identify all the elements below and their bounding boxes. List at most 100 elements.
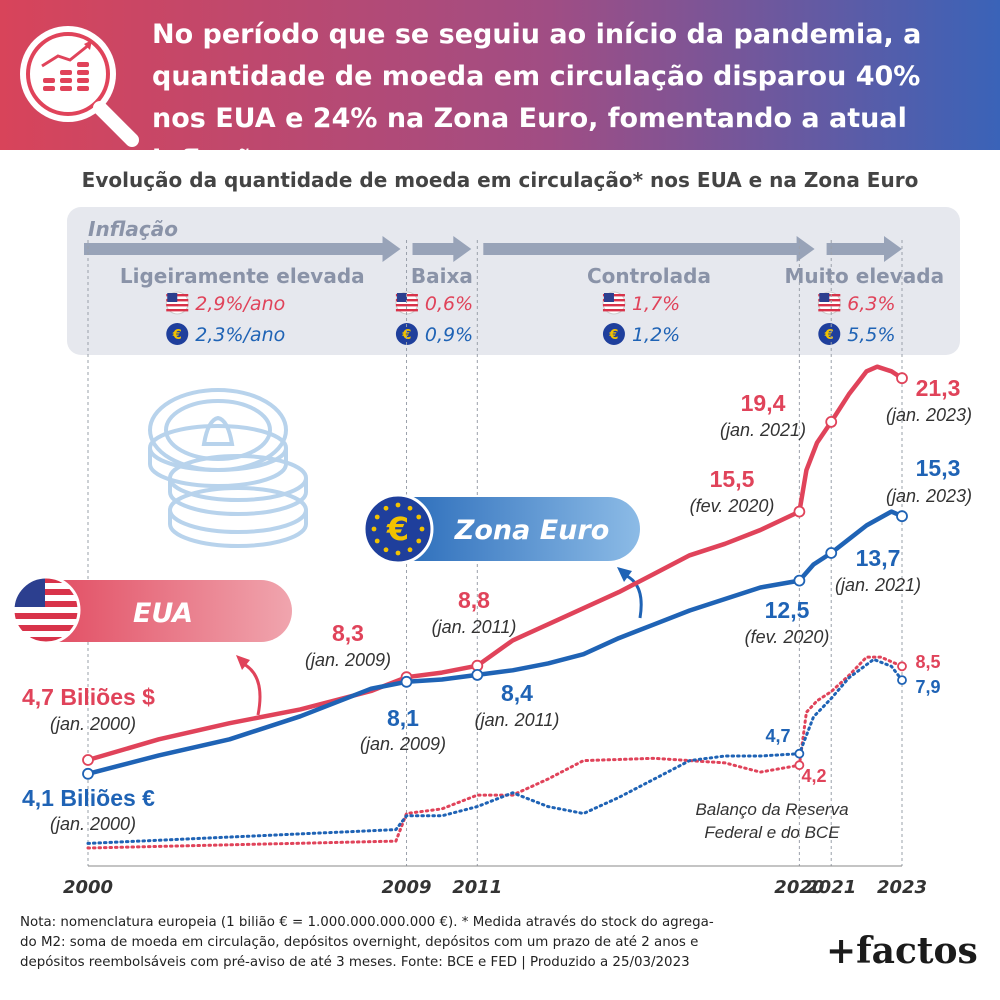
inflation-phase-4 <box>826 236 902 262</box>
eu-2009-value: 8,1 <box>387 705 419 731</box>
data-point-marker <box>897 661 907 672</box>
us-2009-date: (jan. 2009) <box>305 650 391 670</box>
legend-us: EUA <box>11 575 292 645</box>
phase-us-rate: 6,3% <box>847 293 895 315</box>
legend-eu: € Zona Euro <box>362 493 640 565</box>
svg-text:€: € <box>172 328 182 343</box>
phase-eu-rate: 0,9% <box>425 324 473 346</box>
series-line-2 <box>87 509 903 776</box>
balance-us-2020-value: 4,2 <box>801 766 826 786</box>
us-2023-value: 21,3 <box>916 375 961 401</box>
series-line-3 <box>86 655 904 850</box>
us-2020-value: 15,5 <box>710 466 755 492</box>
inflation-phase-1-text: Ligeiramente elevada €2,9%/ano 2,3%/ano <box>120 264 365 346</box>
coins-icon <box>148 388 308 548</box>
phase-us-rate: 0,6% <box>425 293 473 315</box>
footnote-line-2: do M2: soma de moeda em circulação, depó… <box>20 935 699 950</box>
svg-text:€: € <box>824 328 834 343</box>
us-flag-icon <box>817 291 841 315</box>
data-point-marker <box>82 767 94 780</box>
data-point-marker <box>793 505 806 518</box>
inflation-phase-4-text: Muito elevada €6,3% 5,5% <box>785 264 945 346</box>
us-start-date: (jan. 2000) <box>50 714 136 734</box>
inflation-phase-2 <box>412 236 472 262</box>
eu-2009-date: (jan. 2009) <box>360 734 446 754</box>
us-2023-date: (jan. 2023) <box>886 405 972 425</box>
balance-eu-2023-value: 7,9 <box>915 677 940 697</box>
data-point-marker <box>471 669 484 681</box>
x-tick-label: 2020 <box>774 877 824 898</box>
phase-eu-rate: 2,3%/ano <box>195 324 285 346</box>
inflation-phase-3 <box>483 236 815 262</box>
data-point-marker <box>794 748 805 759</box>
eu-2020-date: (fev. 2020) <box>745 627 830 647</box>
data-point-marker <box>825 547 838 559</box>
us-pointer-arrow <box>241 661 262 716</box>
eu-2011-value: 8,4 <box>501 680 533 706</box>
balance-label-line1: Balanço da Reserva <box>695 800 848 819</box>
us-2020-date: (fev. 2020) <box>690 496 775 516</box>
x-tick-label: 2009 <box>381 877 431 898</box>
footnote-line-3: depósitos reembolsáveis com pré-aviso de… <box>20 955 690 970</box>
us-pointer-arrowhead <box>236 655 250 670</box>
us-2011-date: (jan. 2011) <box>432 617 517 637</box>
data-point-marker <box>793 574 806 587</box>
eu-flag-icon: € <box>818 323 841 345</box>
us-2021-value: 19,4 <box>741 390 786 416</box>
balance-label-line2: Federal e do BCE <box>704 823 840 842</box>
data-point-marker <box>82 754 94 766</box>
inflation-title: Inflação <box>88 217 178 241</box>
eu-start-value: 4,1 Biliões € <box>22 785 155 811</box>
phase-us-rate: 2,9%/ano <box>195 293 285 315</box>
footnote-line-1: Nota: nomenclatura europeia (1 bilião € … <box>20 915 714 930</box>
phase-us-rate: 1,7% <box>632 293 680 315</box>
data-point-marker <box>897 675 907 685</box>
magnifier-chart-coins-icon <box>20 26 139 147</box>
eu-2021-value: 13,7 <box>856 545 901 571</box>
brand-logo: +factos <box>826 930 978 972</box>
eu-start-date: (jan. 2000) <box>50 814 136 834</box>
us-flag-icon <box>165 291 189 315</box>
x-tick-label: 2023 <box>877 877 927 898</box>
footnote: Nota: nomenclatura europeia (1 bilião € … <box>20 913 810 973</box>
svg-text:€: € <box>608 328 618 343</box>
phase-label: Controlada <box>587 264 711 288</box>
data-point-marker <box>896 510 908 523</box>
phase-eu-rate: 5,5% <box>847 324 895 346</box>
eu-flag-icon: € <box>395 323 418 345</box>
series-line-4 <box>86 657 904 845</box>
x-tick-label: 2011 <box>452 877 502 898</box>
header-banner: No período que se seguiu ao início da pa… <box>0 0 1000 176</box>
us-2021-date: (jan. 2021) <box>720 420 806 440</box>
eu-2023-value: 15,3 <box>916 455 961 481</box>
eu-pointer-arrowhead <box>617 567 632 582</box>
balance-us-2023-value: 8,5 <box>915 652 940 672</box>
inflation-phase-3-text: Controlada €1,7% 1,2% <box>587 264 711 346</box>
us-2011-value: 8,8 <box>458 587 490 613</box>
eu-flag-icon: € <box>166 323 189 345</box>
us-start-value: 4,7 Biliões $ <box>22 684 155 710</box>
x-tick-label: 2000 <box>63 877 113 898</box>
phase-label: Ligeiramente elevada <box>120 264 365 288</box>
data-point-marker <box>400 675 413 688</box>
svg-text:€: € <box>386 510 409 548</box>
us-flag-icon <box>602 291 626 315</box>
balance-eu-2020-value: 4,7 <box>765 726 790 746</box>
eu-2011-date: (jan. 2011) <box>475 710 560 730</box>
us-2009-value: 8,3 <box>332 620 364 646</box>
data-point-marker <box>896 372 908 385</box>
svg-text:€: € <box>401 328 411 343</box>
header-title: No período que se seguiu ao início da pa… <box>152 19 922 176</box>
eu-flag-icon: € <box>602 323 625 345</box>
phase-label: Baixa <box>411 264 473 288</box>
svg-text:EUA: EUA <box>133 598 193 629</box>
data-point-marker <box>794 760 805 771</box>
chart-subtitle: Evolução da quantidade de moeda em circu… <box>81 168 919 192</box>
phase-label: Muito elevada <box>785 264 945 288</box>
eu-2023-date: (jan. 2023) <box>886 486 972 506</box>
inflation-phase-1 <box>84 236 401 262</box>
eu-2021-date: (jan. 2021) <box>835 575 921 595</box>
phase-eu-rate: 1,2% <box>632 324 680 346</box>
data-point-marker <box>825 415 838 428</box>
